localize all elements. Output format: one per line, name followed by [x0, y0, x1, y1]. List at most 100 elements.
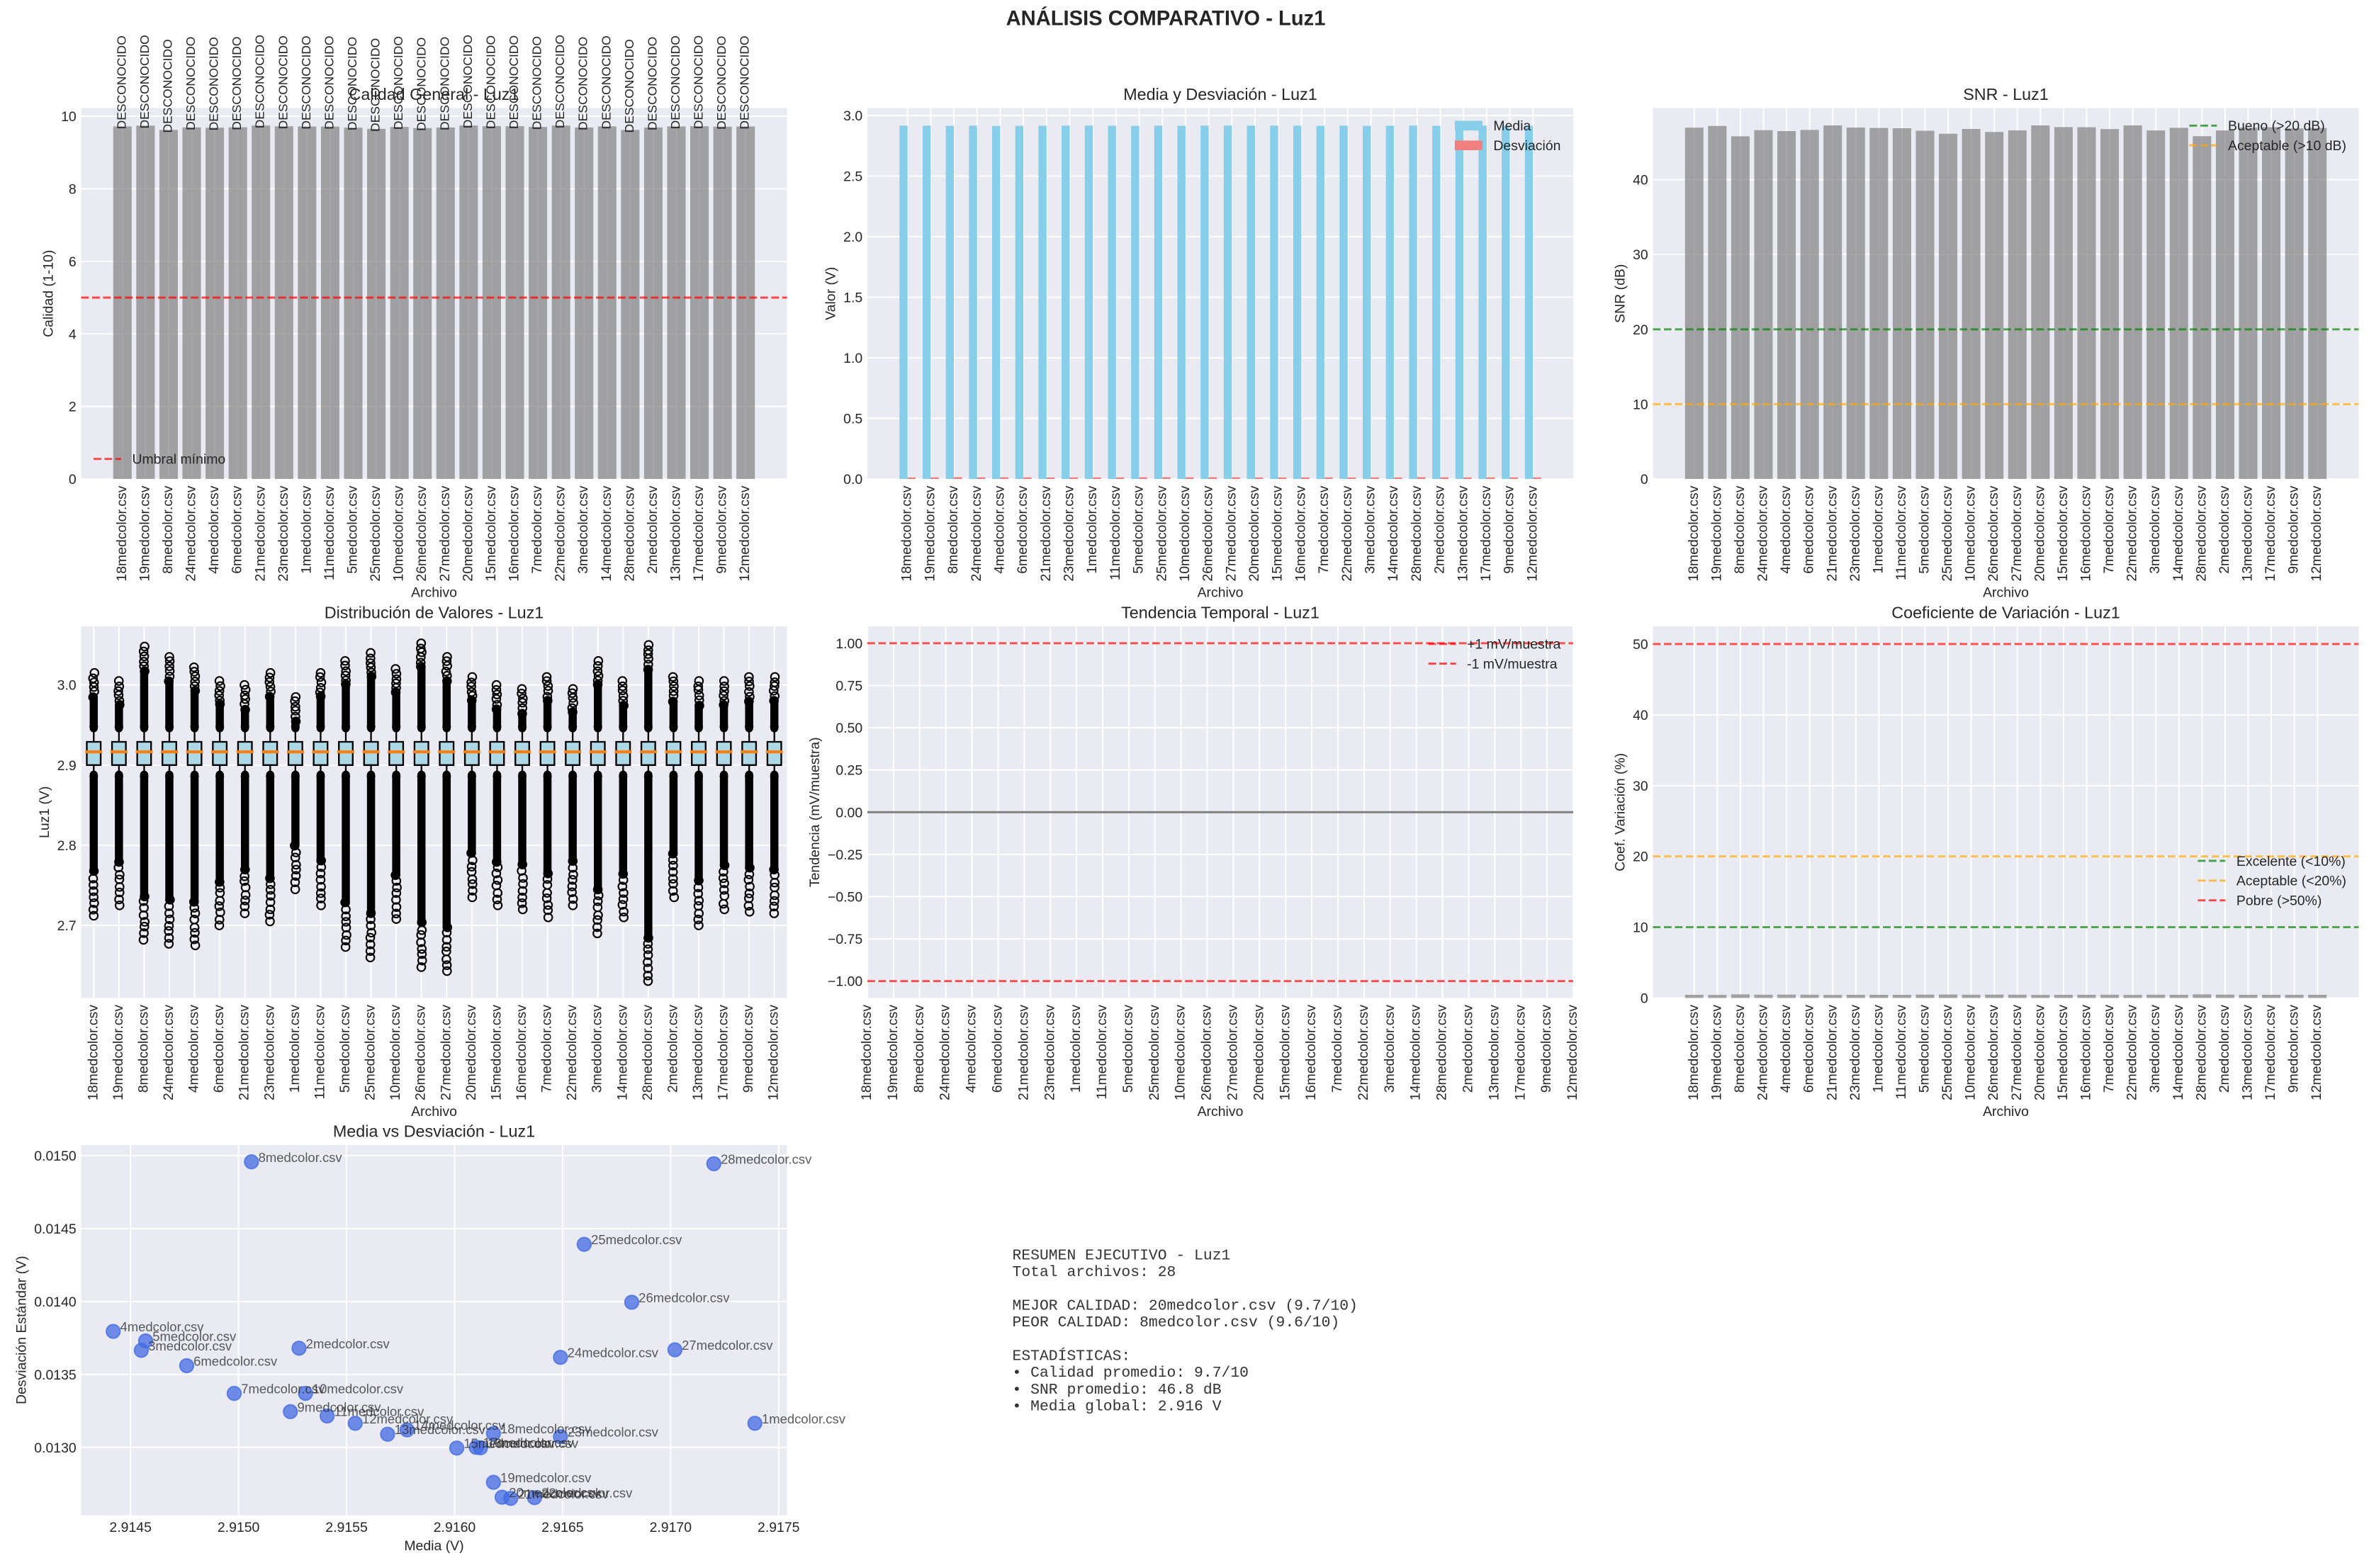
svg-text:24medcolor.csv: 24medcolor.csv: [184, 485, 199, 581]
svg-text:1medcolor.csv: 1medcolor.csv: [287, 1005, 303, 1093]
svg-text:15medcolor.csv: 15medcolor.csv: [1270, 485, 1285, 581]
svg-text:SNR (dB): SNR (dB): [1612, 264, 1628, 323]
svg-text:19medcolor.csv: 19medcolor.csv: [111, 1005, 126, 1100]
svg-text:5medcolor.csv: 5medcolor.csv: [337, 1005, 353, 1093]
svg-text:6medcolor.csv: 6medcolor.csv: [193, 1353, 278, 1368]
svg-text:20medcolor.csv: 20medcolor.csv: [509, 1485, 600, 1500]
svg-text:22medcolor.csv: 22medcolor.csv: [2125, 1005, 2140, 1100]
svg-text:Aceptable (<20%): Aceptable (<20%): [2236, 874, 2346, 889]
svg-text:-1 mV/muestra: -1 mV/muestra: [1467, 656, 1558, 672]
svg-text:28medcolor.csv: 28medcolor.csv: [1434, 1005, 1450, 1100]
svg-text:8medcolor.csv: 8medcolor.csv: [945, 485, 961, 574]
svg-text:21medcolor.csv: 21medcolor.csv: [1015, 1005, 1031, 1100]
svg-text:23medcolor.csv: 23medcolor.csv: [1062, 485, 1077, 581]
svg-text:2.7: 2.7: [57, 918, 77, 934]
svg-text:27medcolor.csv: 27medcolor.csv: [1225, 1005, 1240, 1100]
svg-text:10: 10: [61, 109, 77, 125]
svg-text:14medcolor.csv: 14medcolor.csv: [599, 485, 614, 581]
svg-text:DESCONOCIDO: DESCONOCIDO: [692, 35, 706, 129]
svg-text:25medcolor.csv: 25medcolor.csv: [368, 485, 383, 581]
svg-text:9medcolor.csv: 9medcolor.csv: [1502, 485, 1517, 574]
svg-text:10medcolor.csv: 10medcolor.csv: [1173, 1005, 1188, 1100]
svg-text:13medcolor.csv: 13medcolor.csv: [1486, 1005, 1502, 1100]
svg-text:4medcolor.csv: 4medcolor.csv: [120, 1319, 204, 1334]
svg-text:Pobre (>50%): Pobre (>50%): [2236, 893, 2322, 908]
svg-text:13medcolor.csv: 13medcolor.csv: [1455, 485, 1470, 581]
svg-text:2.8: 2.8: [57, 838, 77, 854]
svg-text:DESCONOCIDO: DESCONOCIDO: [553, 35, 567, 128]
svg-text:5medcolor.csv: 5medcolor.csv: [1917, 485, 1932, 574]
svg-text:12medcolor.csv: 12medcolor.csv: [362, 1411, 454, 1426]
svg-text:23medcolor.csv: 23medcolor.csv: [261, 1005, 277, 1100]
svg-text:2.9165: 2.9165: [541, 1520, 583, 1535]
svg-text:16medcolor.csv: 16medcolor.csv: [507, 485, 522, 581]
svg-text:26medcolor.csv: 26medcolor.csv: [638, 1290, 730, 1305]
svg-text:0: 0: [1641, 472, 1648, 487]
svg-text:11medcolor.csv: 11medcolor.csv: [1893, 485, 1909, 580]
svg-text:8medcolor.csv: 8medcolor.csv: [911, 1005, 927, 1093]
svg-text:Archivo: Archivo: [411, 585, 457, 600]
svg-text:Total archivos: 28: Total archivos: 28: [1013, 1264, 1176, 1281]
svg-text:20: 20: [1633, 850, 1648, 865]
svg-text:−1.00: −1.00: [828, 974, 862, 990]
svg-text:DESCONOCIDO: DESCONOCIDO: [714, 36, 728, 130]
svg-text:Aceptable (>10 dB): Aceptable (>10 dB): [2228, 138, 2346, 154]
svg-text:0.75: 0.75: [835, 678, 862, 694]
svg-text:• Calidad promedio: 9.7/10: • Calidad promedio: 9.7/10: [1013, 1365, 1249, 1382]
svg-text:DESCONOCIDO: DESCONOCIDO: [207, 37, 221, 130]
svg-text:20medcolor.csv: 20medcolor.csv: [1247, 485, 1262, 581]
svg-text:18medcolor.csv: 18medcolor.csv: [899, 485, 915, 581]
svg-text:17medcolor.csv: 17medcolor.csv: [483, 1436, 575, 1450]
svg-text:9medcolor.csv: 9medcolor.csv: [741, 1005, 756, 1093]
svg-text:14medcolor.csv: 14medcolor.csv: [2171, 485, 2186, 581]
svg-text:2.9155: 2.9155: [325, 1520, 367, 1535]
svg-text:5medcolor.csv: 5medcolor.csv: [1120, 1005, 1136, 1093]
svg-text:−0.75: −0.75: [828, 932, 862, 947]
svg-text:+1 mV/muestra: +1 mV/muestra: [1467, 637, 1561, 653]
svg-text:7medcolor.csv: 7medcolor.csv: [529, 485, 545, 574]
svg-text:4: 4: [69, 327, 77, 342]
svg-text:24medcolor.csv: 24medcolor.csv: [938, 1005, 953, 1100]
svg-text:18medcolor.csv: 18medcolor.csv: [859, 1005, 874, 1100]
svg-text:1.0: 1.0: [843, 351, 862, 366]
svg-text:• Media global: 2.916 V: • Media global: 2.916 V: [1013, 1398, 1222, 1415]
svg-text:40: 40: [1633, 173, 1648, 188]
svg-text:5medcolor.csv: 5medcolor.csv: [345, 485, 361, 574]
svg-text:12medcolor.csv: 12medcolor.csv: [2309, 485, 2324, 581]
svg-text:2.5: 2.5: [843, 169, 862, 185]
svg-text:4medcolor.csv: 4medcolor.csv: [1778, 485, 1794, 574]
svg-text:14medcolor.csv: 14medcolor.csv: [1408, 1005, 1424, 1100]
svg-text:26medcolor.csv: 26medcolor.csv: [414, 485, 429, 581]
svg-text:18medcolor.csv: 18medcolor.csv: [1686, 1005, 1701, 1100]
svg-text:Archivo: Archivo: [1983, 585, 2029, 600]
svg-text:6medcolor.csv: 6medcolor.csv: [230, 485, 245, 574]
svg-text:21medcolor.csv: 21medcolor.csv: [252, 485, 268, 581]
svg-text:DESCONOCIDO: DESCONOCIDO: [391, 36, 405, 130]
svg-text:3.0: 3.0: [843, 108, 862, 124]
svg-text:24medcolor.csv: 24medcolor.csv: [161, 1005, 176, 1100]
svg-text:23medcolor.csv: 23medcolor.csv: [568, 1425, 659, 1440]
svg-text:DESCONOCIDO: DESCONOCIDO: [437, 37, 451, 130]
svg-text:8medcolor.csv: 8medcolor.csv: [1732, 1005, 1748, 1093]
svg-text:20medcolor.csv: 20medcolor.csv: [1251, 1005, 1266, 1100]
svg-text:20medcolor.csv: 20medcolor.csv: [2032, 485, 2047, 581]
svg-text:Calidad General - Luz1: Calidad General - Luz1: [349, 85, 519, 103]
svg-text:10medcolor.csv: 10medcolor.csv: [1963, 1005, 1979, 1100]
svg-text:2medcolor.csv: 2medcolor.csv: [306, 1336, 390, 1351]
svg-text:Desviación Estándar (V): Desviación Estándar (V): [13, 1256, 29, 1404]
svg-text:16medcolor.csv: 16medcolor.csv: [2078, 1005, 2094, 1100]
svg-text:9medcolor.csv: 9medcolor.csv: [2286, 485, 2302, 574]
svg-text:0.0130: 0.0130: [34, 1440, 77, 1456]
svg-text:8: 8: [69, 181, 77, 197]
svg-text:11medcolor.csv: 11medcolor.csv: [1893, 1005, 1909, 1100]
svg-text:21medcolor.csv: 21medcolor.csv: [517, 1487, 609, 1501]
svg-text:13medcolor.csv: 13medcolor.csv: [2240, 1005, 2256, 1100]
svg-text:23medcolor.csv: 23medcolor.csv: [1847, 485, 1863, 581]
svg-text:18medcolor.csv: 18medcolor.csv: [114, 485, 130, 581]
svg-text:DESCONOCIDO: DESCONOCIDO: [668, 35, 682, 129]
svg-text:Archivo: Archivo: [411, 1104, 457, 1119]
svg-text:5medcolor.csv: 5medcolor.csv: [1917, 1005, 1932, 1093]
svg-text:ANÁLISIS COMPARATIVO - Luz1: ANÁLISIS COMPARATIVO - Luz1: [1006, 6, 1326, 30]
svg-text:DESCONOCIDO: DESCONOCIDO: [368, 38, 383, 132]
svg-text:28medcolor.csv: 28medcolor.csv: [2193, 1005, 2209, 1100]
